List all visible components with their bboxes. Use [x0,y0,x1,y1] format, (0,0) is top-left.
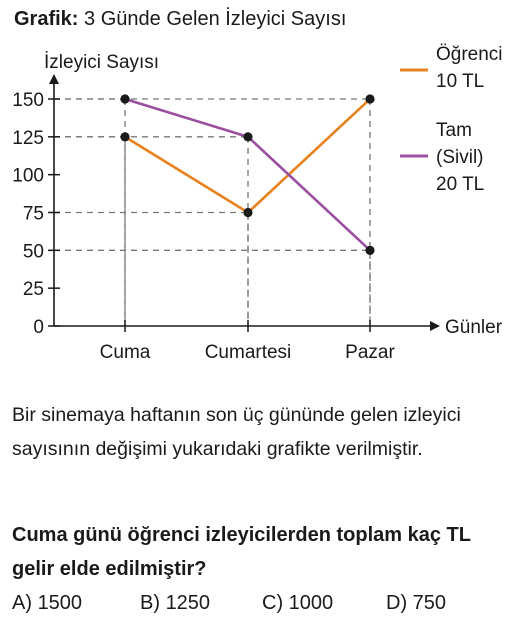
legend-label-1: Öğrenci [436,44,503,65]
y-tick-label: 0 [33,317,44,338]
legend-label-2: Tam [436,120,472,141]
option-c[interactable]: C) 1000 [262,592,334,614]
data-point [120,94,130,104]
title-prefix: Grafik: [14,8,79,30]
x-tick-label: Cumartesi [205,342,292,363]
y-tick-label: 50 [23,241,44,262]
data-point [120,132,130,142]
option-a[interactable]: A) 1500 [12,592,83,614]
x-tick-label: Pazar [345,342,395,363]
chart-title: Grafik: 3 Günde Gelen İzleyici Sayısı [14,8,346,31]
x-axis-arrow [430,321,440,331]
y-axis-label: İzleyici Sayısı [44,52,159,73]
x-axis-label: Günler [445,317,503,338]
option-b[interactable]: B) 1250 [140,592,211,614]
y-tick-label: 100 [12,166,44,187]
legend-label-2: 20 TL [436,174,484,195]
data-point [243,132,253,142]
data-point [365,94,375,104]
x-tick-label: Cuma [100,342,151,363]
y-axis-arrow [49,74,59,84]
y-tick-label: 25 [23,279,44,300]
data-point [243,207,253,218]
y-tick-label: 75 [23,204,44,225]
title-text: 3 Günde Gelen İzleyici Sayısı [84,8,347,30]
problem-passage: Bir sinemaya haftanın son üç gününde gel… [12,404,461,460]
legend-label-1: 10 TL [436,71,484,92]
question-text: Cuma günü öğrenci izleyicilerden toplam … [12,524,471,580]
legend-label-2: (Sivil) [436,147,484,168]
option-d[interactable]: D) 750 [386,592,447,614]
line-chart: 0 25 50 75 100 125 150 Cuma Cumartesi Pazar İzleyi… [12,44,503,363]
data-point [365,245,375,255]
y-tick-label: 125 [12,128,44,149]
y-tick-label: 150 [12,90,44,111]
